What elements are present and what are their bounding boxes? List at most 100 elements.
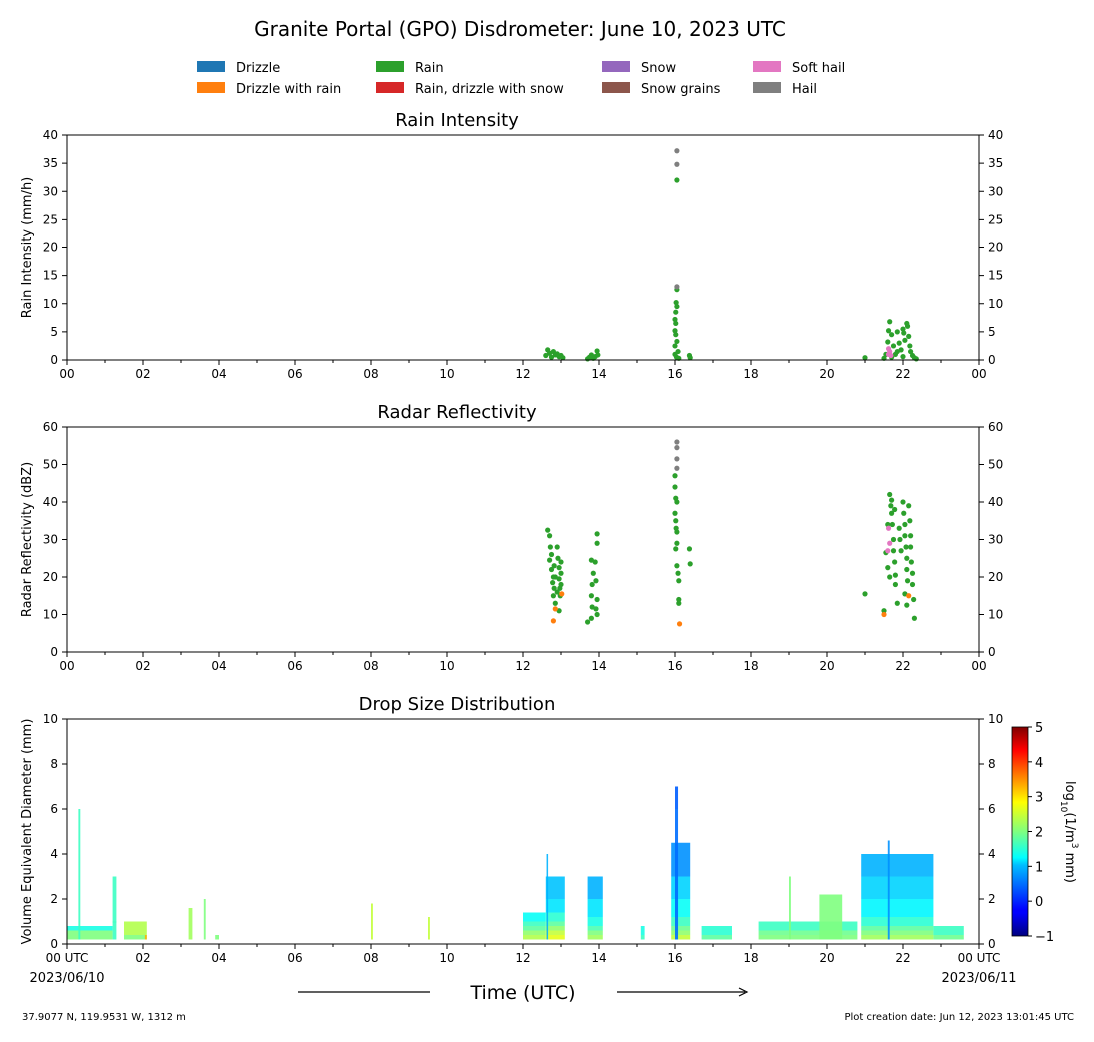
panel-title: Radar Reflectivity — [377, 402, 537, 423]
data-point — [909, 581, 916, 588]
figure-title: Granite Portal (GPO) Disdrometer: June 1… — [254, 17, 786, 41]
x-axis-label: Time (UTC) — [469, 982, 575, 1004]
heatmap-cell — [671, 899, 691, 917]
heatmap-cell — [78, 809, 81, 940]
heatmap-cell — [587, 930, 603, 935]
data-point — [673, 332, 679, 338]
x-tick-label: 04 — [211, 659, 226, 673]
heatmap-cell — [545, 912, 565, 922]
y-tick-label-right: 30 — [988, 533, 1003, 547]
data-point — [673, 309, 679, 315]
series-soft-hail — [885, 346, 894, 359]
data-point — [593, 606, 599, 612]
plot-frame — [66, 134, 980, 361]
data-point — [904, 566, 910, 573]
x-tick-label: 04 — [211, 951, 226, 965]
data-point — [594, 540, 600, 546]
heatmap-cell — [758, 930, 858, 935]
data-point — [674, 540, 680, 546]
x-tick-label: 14 — [591, 367, 606, 381]
x-tick-label: 10 — [439, 659, 454, 673]
y-tick-label-right: 0 — [988, 937, 996, 951]
y-tick-label-right: 10 — [988, 297, 1003, 311]
y-tick-label: 10 — [43, 608, 58, 622]
data-point — [674, 499, 680, 505]
legend-swatch — [376, 82, 404, 93]
x-tick-label: 12 — [515, 659, 530, 673]
heatmap-cell — [701, 926, 732, 935]
data-point — [550, 580, 556, 586]
data-point — [881, 611, 887, 618]
data-point — [588, 615, 595, 621]
data-point — [900, 499, 906, 505]
heatmap-cell — [671, 917, 691, 926]
heatmap-cell — [671, 930, 691, 935]
y-tick-label: 10 — [43, 712, 58, 726]
panel-2: Radar Reflectivity Radar Reflectivity (dB… — [20, 402, 1003, 673]
y-tick-label-right: 35 — [988, 156, 1003, 170]
heatmap-cell — [861, 930, 934, 935]
x-tick-label: 06 — [287, 951, 302, 965]
legend-swatch — [753, 61, 781, 72]
data-point — [906, 593, 912, 599]
y-tick-label: 0 — [50, 937, 58, 951]
data-point — [554, 589, 560, 595]
data-point — [906, 503, 912, 509]
data-point — [676, 621, 683, 627]
data-point — [547, 533, 553, 539]
heatmap-cell — [545, 926, 565, 931]
heatmap-cell — [545, 935, 565, 940]
data-point — [675, 348, 681, 355]
x-tick-label: 08 — [363, 367, 378, 381]
data-point — [674, 338, 680, 345]
data-point — [687, 561, 693, 567]
heatmap-cell — [124, 935, 147, 940]
legend-label: Soft hail — [792, 61, 845, 76]
data-point — [892, 506, 898, 513]
heatmap-cell — [112, 921, 117, 923]
legend-swatch — [376, 61, 404, 72]
data-point — [558, 559, 564, 565]
data-point — [900, 354, 906, 360]
data-point — [672, 473, 678, 479]
x-tick-label: 18 — [743, 659, 758, 673]
data-point — [674, 439, 680, 445]
heatmap-cell — [671, 842, 691, 877]
y-tick-label: 30 — [43, 184, 58, 198]
data-point — [548, 551, 555, 558]
legend-swatch — [602, 82, 630, 93]
data-point — [556, 565, 562, 571]
data-point — [676, 596, 682, 603]
legend-label: Snow grains — [641, 82, 721, 97]
data-point — [901, 510, 907, 516]
heatmap-cell — [819, 894, 843, 940]
data-point — [687, 355, 693, 361]
data-point — [888, 503, 894, 509]
data-point — [902, 533, 908, 539]
data-point — [887, 574, 893, 580]
data-point — [889, 497, 895, 503]
data-point — [552, 606, 558, 612]
data-point — [545, 527, 551, 533]
heatmap-cell — [789, 876, 791, 940]
x-tick-label: 10 — [439, 951, 454, 965]
heatmap-cells — [67, 786, 964, 940]
legend-swatch — [197, 61, 225, 72]
heatmap-cell — [67, 930, 113, 935]
data-point — [673, 518, 679, 524]
data-point — [593, 578, 599, 584]
heatmap-cell — [587, 935, 603, 940]
x-tick-label: 22 — [895, 951, 910, 965]
y-tick-label: 0 — [50, 353, 58, 367]
x-tick-label: 08 — [363, 659, 378, 673]
x-tick-label: 00 UTC — [958, 951, 1001, 965]
x-tick-label: 06 — [287, 659, 302, 673]
data-point — [673, 300, 679, 306]
y-tick-label-right: 40 — [988, 495, 1003, 509]
data-point — [558, 570, 564, 576]
data-point — [889, 332, 895, 338]
data-point — [887, 348, 893, 355]
x-tick-label: 00 UTC — [46, 951, 89, 965]
